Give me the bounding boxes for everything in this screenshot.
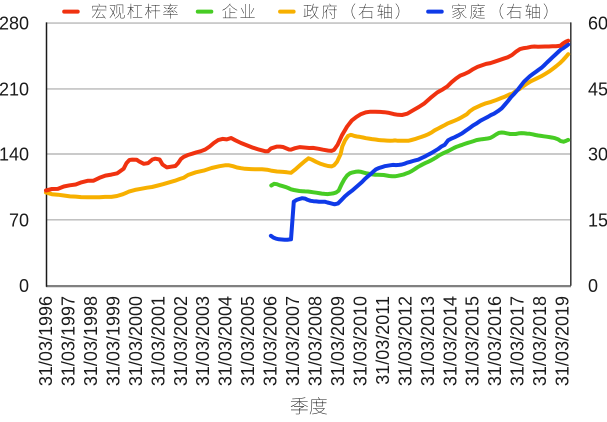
svg-text:31/03/2006: 31/03/2006	[261, 296, 281, 386]
svg-text:31/03/2002: 31/03/2002	[171, 296, 191, 386]
svg-text:15: 15	[588, 210, 607, 230]
svg-text:31/03/2016: 31/03/2016	[485, 296, 505, 386]
svg-text:31/03/2011: 31/03/2011	[373, 296, 393, 385]
svg-text:280: 280	[0, 14, 29, 34]
svg-text:31/03/2012: 31/03/2012	[395, 296, 415, 386]
svg-text:70: 70	[9, 210, 29, 230]
svg-text:31/03/2015: 31/03/2015	[463, 296, 483, 386]
svg-text:31/03/2005: 31/03/2005	[238, 296, 258, 386]
svg-text:0: 0	[588, 276, 598, 296]
svg-text:210: 210	[0, 79, 29, 99]
svg-text:60: 60	[588, 14, 607, 34]
svg-text:31/03/2000: 31/03/2000	[126, 296, 146, 386]
svg-text:31/03/2007: 31/03/2007	[283, 296, 303, 386]
svg-text:31/03/1997: 31/03/1997	[59, 296, 79, 386]
svg-text:0: 0	[19, 276, 29, 296]
svg-text:31/03/2014: 31/03/2014	[440, 296, 460, 386]
svg-text:31/03/1999: 31/03/1999	[103, 296, 123, 386]
svg-text:31/03/2009: 31/03/2009	[328, 296, 348, 386]
svg-text:31/03/2008: 31/03/2008	[306, 296, 326, 386]
svg-text:30: 30	[588, 145, 607, 165]
svg-text:31/03/2013: 31/03/2013	[418, 296, 438, 386]
svg-text:31/03/2019: 31/03/2019	[553, 296, 573, 386]
svg-text:140: 140	[0, 145, 29, 165]
svg-text:31/03/1996: 31/03/1996	[36, 296, 56, 386]
svg-text:31/03/2001: 31/03/2001	[148, 296, 168, 386]
svg-text:31/03/1998: 31/03/1998	[81, 296, 101, 386]
svg-text:31/03/2004: 31/03/2004	[216, 296, 236, 386]
svg-text:31/03/2018: 31/03/2018	[530, 296, 550, 386]
svg-text:45: 45	[588, 79, 607, 99]
svg-text:31/03/2010: 31/03/2010	[350, 296, 370, 386]
svg-text:31/03/2003: 31/03/2003	[193, 296, 213, 386]
svg-text:31/03/2017: 31/03/2017	[508, 296, 528, 386]
